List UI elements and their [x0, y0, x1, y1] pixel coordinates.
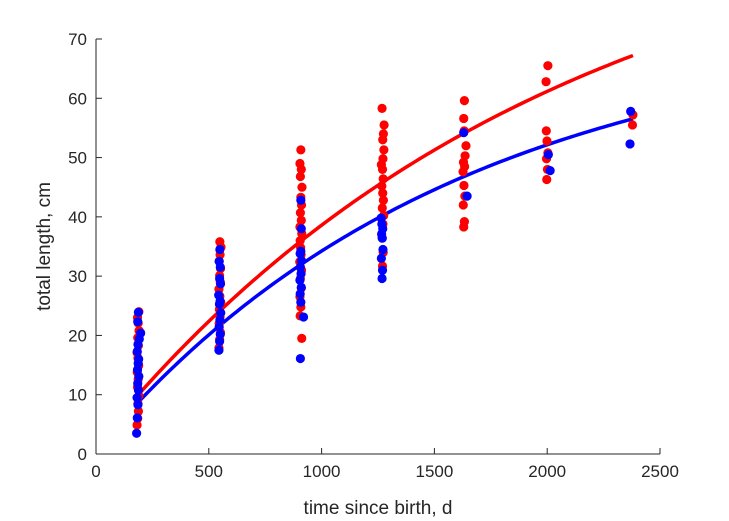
x-tick-labels: 0 500 1000 1500 2000 2500	[91, 462, 679, 481]
data-point-0-94	[627, 120, 638, 130]
data-point-1-20	[215, 315, 225, 325]
data-point-1-57	[626, 106, 636, 116]
data-point-1-34	[296, 282, 306, 293]
y-tick-label: 40	[68, 208, 87, 227]
data-point-0-84	[459, 113, 469, 124]
data-point-0-53	[295, 158, 305, 169]
data-point-1-26	[215, 273, 225, 284]
y-tick-label: 10	[68, 386, 87, 405]
data-point-1-55	[543, 150, 553, 160]
data-point-1-29	[215, 244, 225, 255]
data-point-0-74	[459, 217, 469, 227]
x-tick-label: 1500	[415, 462, 453, 481]
data-point-1-19	[214, 322, 224, 332]
data-point-1-1	[132, 413, 142, 423]
data-point-1-40	[296, 246, 306, 256]
x-axis-label: time since birth, d	[304, 498, 453, 519]
data-point-0-47	[295, 208, 305, 218]
data-point-0-90	[542, 136, 552, 146]
y-tick-label: 60	[68, 89, 87, 108]
data-point-0-62	[378, 188, 388, 198]
data-point-0-70	[378, 129, 389, 139]
data-point-1-16	[214, 345, 224, 355]
x-tick-label: 2500	[641, 462, 679, 481]
data-point-1-45	[376, 253, 386, 263]
x-tick-label: 500	[195, 462, 223, 481]
data-point-1-28	[214, 256, 224, 266]
data-point-0-60	[377, 203, 387, 213]
data-point-1-41	[296, 224, 306, 234]
data-point-1-46	[378, 244, 388, 255]
data-point-1-3	[132, 393, 142, 403]
data-point-0-68	[379, 145, 389, 155]
data-point-1-15	[133, 307, 144, 317]
data-point-1-44	[377, 265, 388, 275]
y-tick-labels: 0 10 20 30 40 50 60 70	[68, 30, 87, 464]
data-point-0-71	[379, 120, 389, 130]
data-point-0-51	[295, 171, 305, 182]
data-point-0-85	[459, 96, 469, 106]
y-tick-label: 70	[68, 30, 87, 49]
data-point-0-54	[296, 145, 306, 155]
data-point-1-18	[215, 329, 225, 339]
data-point-0-50	[297, 182, 307, 192]
x-tick-label: 0	[91, 462, 100, 481]
data-point-0-43	[295, 235, 305, 246]
x-tick-label: 1000	[303, 462, 341, 481]
data-point-1-51	[376, 213, 386, 223]
data-point-0-72	[377, 103, 387, 113]
data-point-1-43	[377, 273, 387, 284]
data-point-1-52	[462, 191, 472, 201]
data-point-0-63	[377, 181, 387, 191]
data-point-1-10	[132, 346, 142, 357]
data-point-1-30	[295, 353, 305, 364]
data-point-0-32	[215, 237, 225, 247]
data-point-0-61	[378, 195, 389, 205]
data-point-1-21	[216, 308, 226, 318]
data-point-0-75	[458, 200, 468, 210]
data-point-1-31	[298, 312, 309, 322]
data-point-1-2	[133, 400, 143, 410]
data-point-1-17	[215, 336, 225, 346]
data-point-1-42	[296, 195, 306, 205]
data-point-1-9	[134, 354, 144, 364]
data-point-0-86	[542, 174, 552, 185]
y-tick-label: 20	[68, 326, 87, 345]
data-point-1-38	[296, 256, 307, 266]
data-point-0-91	[541, 126, 551, 136]
y-axis-label: total length, cm	[34, 182, 55, 311]
data-point-1-13	[136, 328, 146, 338]
data-point-0-64	[378, 174, 388, 184]
data-point-1-24	[214, 290, 224, 300]
y-tick-label: 30	[68, 267, 87, 286]
data-point-1-5	[133, 378, 143, 389]
data-point-1-14	[133, 317, 143, 327]
data-point-0-77	[459, 180, 469, 191]
data-point-1-56	[625, 139, 635, 149]
x-tick-label: 2000	[528, 462, 566, 481]
data-point-0-93	[543, 61, 553, 71]
data-point-1-0	[132, 428, 142, 438]
data-point-1-32	[296, 297, 306, 307]
plot-area	[132, 53, 638, 438]
axes	[95, 38, 661, 455]
data-point-0-82	[461, 141, 471, 151]
data-point-0-67	[378, 154, 388, 164]
data-point-0-81	[460, 151, 470, 161]
data-point-0-46	[296, 215, 306, 226]
y-tick-label: 0	[78, 445, 87, 464]
data-point-1-53	[459, 128, 469, 138]
y-tick-label: 50	[68, 149, 87, 168]
data-point-0-92	[541, 77, 551, 87]
data-point-0-34	[297, 333, 307, 343]
data-point-1-54	[545, 166, 555, 176]
